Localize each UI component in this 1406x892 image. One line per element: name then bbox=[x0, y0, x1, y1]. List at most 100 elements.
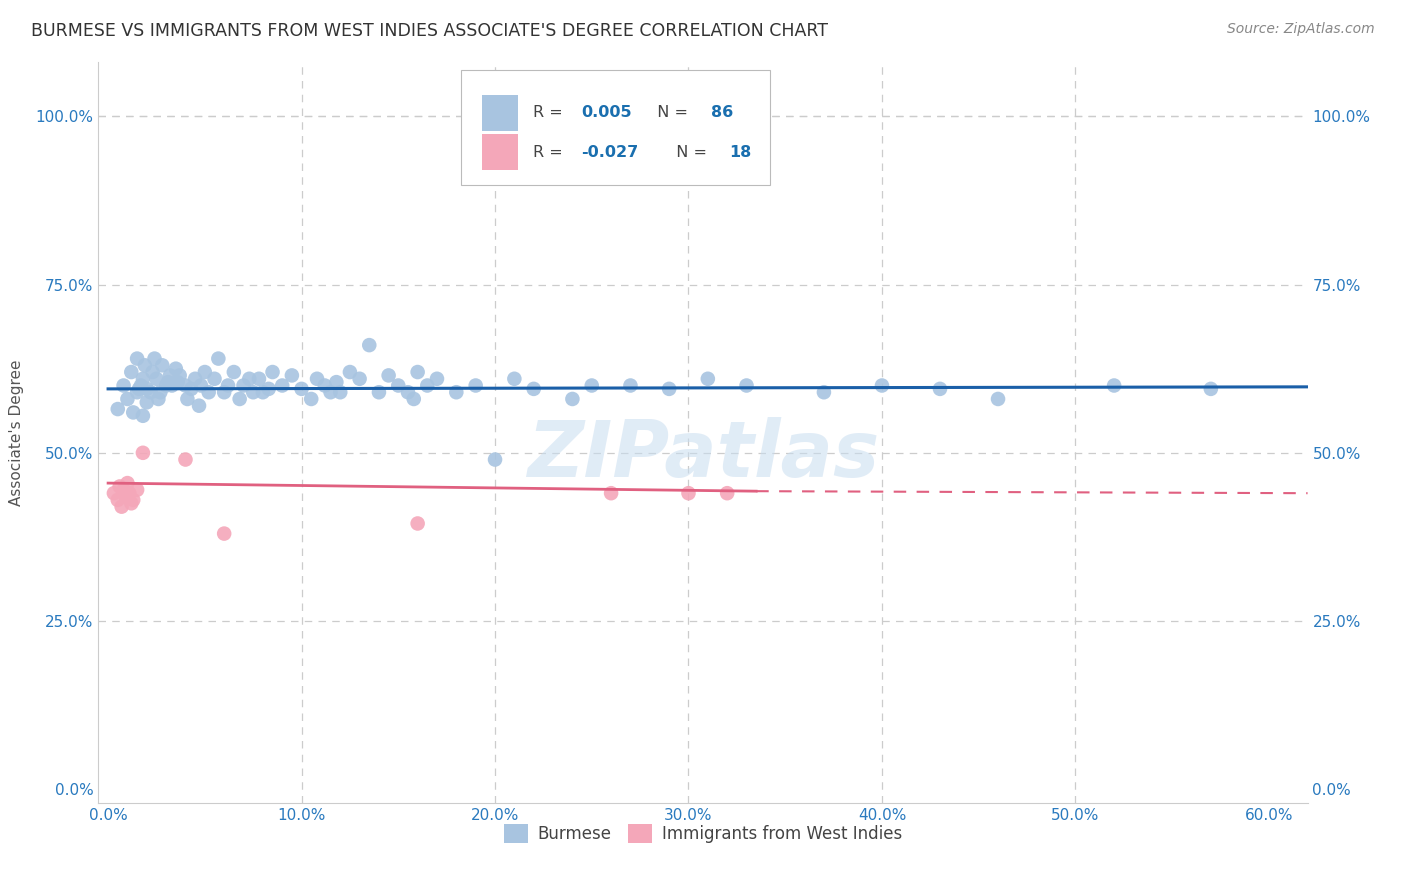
Point bbox=[242, 385, 264, 400]
Point bbox=[145, 372, 167, 386]
Point bbox=[149, 385, 172, 400]
Point bbox=[299, 392, 322, 406]
Point bbox=[134, 359, 156, 373]
Point bbox=[132, 409, 155, 423]
Point bbox=[117, 476, 139, 491]
Point bbox=[523, 382, 546, 396]
Point bbox=[111, 500, 134, 514]
Point bbox=[150, 359, 173, 373]
Point bbox=[406, 365, 429, 379]
Point bbox=[176, 392, 198, 406]
Point bbox=[174, 378, 197, 392]
Point bbox=[247, 372, 270, 386]
Point bbox=[142, 365, 165, 379]
Point bbox=[271, 378, 294, 392]
Point bbox=[169, 368, 191, 383]
Point bbox=[929, 382, 952, 396]
Y-axis label: Associate's Degree: Associate's Degree bbox=[10, 359, 24, 506]
Point bbox=[314, 378, 336, 392]
Point bbox=[325, 375, 347, 389]
Point bbox=[252, 385, 274, 400]
Point bbox=[396, 385, 419, 400]
Text: R =: R = bbox=[533, 105, 568, 120]
Point bbox=[127, 385, 149, 400]
Point bbox=[228, 392, 250, 406]
Point bbox=[132, 446, 155, 460]
Point bbox=[184, 372, 207, 386]
Text: ZIPatlas: ZIPatlas bbox=[527, 417, 879, 493]
Point bbox=[190, 378, 212, 392]
Text: N =: N = bbox=[647, 105, 693, 120]
Point bbox=[157, 375, 180, 389]
Text: -0.027: -0.027 bbox=[581, 145, 638, 160]
Point bbox=[484, 452, 506, 467]
Point bbox=[127, 483, 149, 497]
Point bbox=[194, 365, 217, 379]
Point bbox=[120, 365, 142, 379]
Point bbox=[117, 392, 139, 406]
Point bbox=[120, 496, 142, 510]
Bar bbox=[482, 135, 517, 169]
Point bbox=[1102, 378, 1125, 392]
Point bbox=[112, 483, 135, 497]
Point bbox=[155, 378, 177, 392]
Point bbox=[716, 486, 738, 500]
Legend: Burmese, Immigrants from West Indies: Burmese, Immigrants from West Indies bbox=[498, 817, 908, 850]
Point bbox=[107, 492, 129, 507]
Point bbox=[377, 368, 399, 383]
Point bbox=[103, 486, 125, 500]
Point bbox=[232, 378, 254, 392]
Point bbox=[207, 351, 229, 366]
Point bbox=[166, 375, 188, 389]
Point bbox=[132, 372, 155, 386]
Point bbox=[416, 378, 439, 392]
Bar bbox=[482, 95, 517, 130]
Point bbox=[987, 392, 1010, 406]
Text: 0.005: 0.005 bbox=[581, 105, 631, 120]
Point bbox=[128, 382, 150, 396]
Text: BURMESE VS IMMIGRANTS FROM WEST INDIES ASSOCIATE'S DEGREE CORRELATION CHART: BURMESE VS IMMIGRANTS FROM WEST INDIES A… bbox=[31, 22, 828, 40]
Point bbox=[180, 382, 202, 396]
Point bbox=[426, 372, 449, 386]
Point bbox=[238, 372, 260, 386]
Point bbox=[402, 392, 425, 406]
Point bbox=[281, 368, 304, 383]
Point bbox=[160, 378, 183, 392]
Point bbox=[696, 372, 718, 386]
Point bbox=[114, 490, 136, 504]
Point bbox=[387, 378, 409, 392]
Point bbox=[359, 338, 381, 352]
Point bbox=[290, 382, 312, 396]
Point bbox=[257, 382, 280, 396]
Point bbox=[222, 365, 245, 379]
Point bbox=[212, 385, 235, 400]
Point bbox=[368, 385, 391, 400]
Point bbox=[870, 378, 893, 392]
Point bbox=[212, 526, 235, 541]
Text: N =: N = bbox=[665, 145, 711, 160]
Point bbox=[148, 392, 170, 406]
Point bbox=[217, 378, 239, 392]
Text: Source: ZipAtlas.com: Source: ZipAtlas.com bbox=[1227, 22, 1375, 37]
Point bbox=[188, 399, 211, 413]
Point bbox=[127, 351, 149, 366]
Point bbox=[262, 365, 284, 379]
Point bbox=[349, 372, 371, 386]
Point bbox=[329, 385, 352, 400]
Point bbox=[159, 368, 181, 383]
Point bbox=[658, 382, 681, 396]
Point bbox=[305, 372, 328, 386]
Point bbox=[464, 378, 486, 392]
Point bbox=[122, 492, 145, 507]
Point bbox=[135, 382, 157, 396]
Text: R =: R = bbox=[533, 145, 568, 160]
Point bbox=[174, 452, 197, 467]
Point bbox=[1199, 382, 1222, 396]
Point bbox=[813, 385, 835, 400]
Point bbox=[139, 385, 162, 400]
Point bbox=[339, 365, 361, 379]
Point bbox=[319, 385, 342, 400]
Point bbox=[581, 378, 603, 392]
Point bbox=[197, 385, 219, 400]
Point bbox=[503, 372, 526, 386]
